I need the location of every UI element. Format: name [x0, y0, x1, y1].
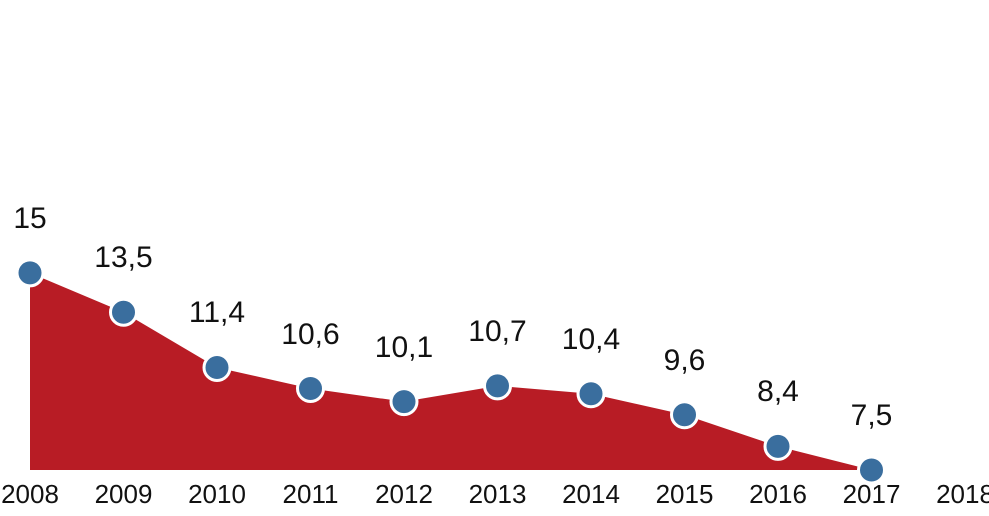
value-labels-layer: 15 13,5 11,4 10,6 10,1 10,7 10,4 9,6 8,4 7,5	[0, 0, 989, 516]
x-axis-label: 2015	[656, 479, 714, 510]
x-axis-label: 2018	[936, 479, 989, 510]
value-label: 15	[13, 202, 46, 236]
value-label: 13,5	[94, 241, 152, 275]
value-label: 10,6	[281, 318, 339, 352]
area-chart: 15 13,5 11,4 10,6 10,1 10,7 10,4 9,6 8,4 7,5 2008…	[0, 0, 989, 516]
value-label: 9,6	[664, 344, 706, 378]
x-axis-label: 2017	[843, 479, 901, 510]
value-label: 10,1	[375, 331, 433, 365]
x-axis-label: 2010	[188, 479, 246, 510]
value-label: 7,5	[851, 399, 893, 433]
value-label: 11,4	[189, 296, 245, 330]
x-axis-label: 2014	[562, 479, 620, 510]
value-label: 8,4	[757, 375, 799, 409]
x-axis-label: 2011	[283, 479, 339, 510]
x-axis-labels-layer: 2008 2009 2010 2011 2012 2013 2014 2015 2016 2017…	[0, 476, 989, 516]
x-axis-label: 2012	[375, 479, 433, 510]
x-axis-label: 2009	[95, 479, 153, 510]
x-axis-label: 2016	[749, 479, 807, 510]
x-axis-label: 2013	[469, 479, 527, 510]
x-axis-label: 2008	[1, 479, 59, 510]
value-label: 10,7	[468, 315, 526, 349]
value-label: 10,4	[562, 323, 620, 357]
